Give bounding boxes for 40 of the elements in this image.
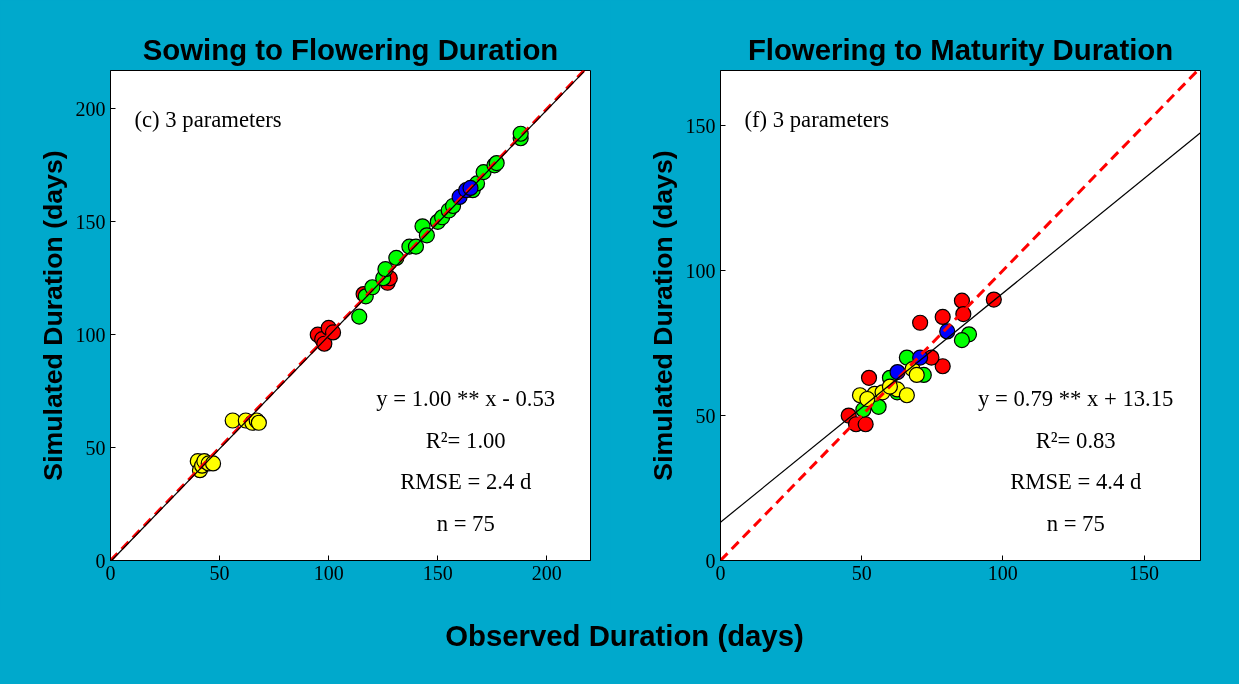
y-axis-title: Simulated Duration (days) <box>647 150 678 481</box>
x-tick-label: 100 <box>313 561 344 584</box>
point <box>912 314 929 331</box>
annotation: (c) 3 parameters <box>134 107 282 132</box>
annotation: RMSE = 2.4 d <box>400 469 532 495</box>
x-tick-label: 50 <box>851 561 872 584</box>
point <box>857 416 874 433</box>
y-tick-label: 50 <box>85 436 106 459</box>
x-axis-title: Observed Duration (days) <box>445 618 804 654</box>
x-tick-label: 150 <box>1129 561 1160 584</box>
x-tick-label: 50 <box>209 561 230 584</box>
y-tick-label: 200 <box>75 97 106 120</box>
chart-title: Sowing to Flowering Duration <box>142 32 559 66</box>
point <box>898 387 915 404</box>
y-tick-label: 150 <box>75 210 106 233</box>
point <box>204 455 222 472</box>
annotation: y = 1.00 ** x - 0.53 <box>376 386 556 412</box>
annotation: R²= 0.83 <box>1035 427 1116 453</box>
point <box>934 308 951 326</box>
annotation: RMSE = 4.4 d <box>1010 469 1142 495</box>
annotation: n = 75 <box>436 511 495 536</box>
point <box>351 308 368 325</box>
annotation: y = 0.79 ** x + 13.15 <box>977 386 1174 412</box>
y-tick-label: 150 <box>685 114 716 137</box>
point <box>953 332 971 349</box>
y-axis-title: Simulated Duration (days) <box>37 150 68 481</box>
annotation: R²= 1.00 <box>425 427 506 453</box>
y-tick-label: 50 <box>695 404 716 427</box>
x-tick-label: 100 <box>987 561 1018 584</box>
x-tick-label: 200 <box>531 561 562 584</box>
point <box>953 292 971 309</box>
point <box>934 358 951 375</box>
annotation: (f) 3 parameters <box>744 107 890 132</box>
y-tick-label: 100 <box>75 323 106 346</box>
x-tick-label: 150 <box>422 561 453 584</box>
annotation: n = 75 <box>1046 511 1105 536</box>
point <box>908 366 925 384</box>
chart-title: Flowering to Maturity Duration <box>747 32 1174 66</box>
point <box>860 369 878 386</box>
y-tick-label: 100 <box>685 259 716 282</box>
